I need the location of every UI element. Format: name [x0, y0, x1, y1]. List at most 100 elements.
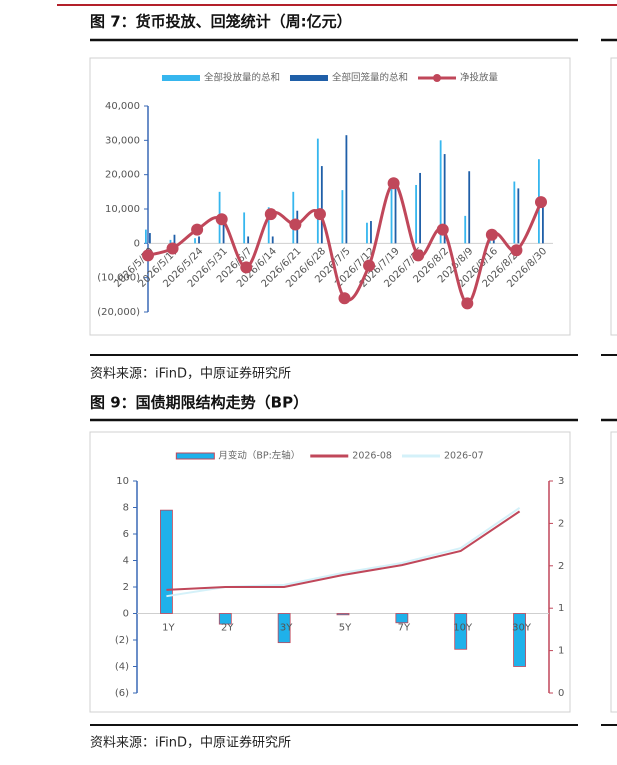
point	[264, 208, 277, 221]
bar	[292, 191, 295, 244]
chart-frame	[610, 431, 617, 713]
bar	[439, 140, 442, 244]
bar	[243, 212, 246, 244]
figure-title: 图 9：国债期限结构走势（BP）	[90, 394, 308, 412]
y-tick-label: (6)	[115, 688, 129, 699]
source: 资料来源：iFinD，中原证券研究所	[90, 366, 291, 382]
bar	[345, 135, 348, 244]
figure-title: 图 7：货币投放、回笼统计（周:亿元）	[90, 13, 352, 31]
bar	[390, 184, 393, 244]
bar	[366, 222, 368, 244]
bar	[419, 172, 421, 244]
bar	[149, 233, 151, 244]
bar	[173, 234, 176, 244]
bar	[271, 236, 274, 244]
legend-label: 全部投放量的总和	[204, 72, 280, 84]
x-tick-label: 7Y	[398, 623, 411, 634]
y-tick-label: 0	[134, 238, 140, 249]
y2-tick-label: 2	[558, 518, 564, 529]
bar	[160, 509, 173, 614]
bar	[492, 239, 495, 244]
point	[338, 292, 351, 305]
legend-swatch	[175, 452, 215, 460]
y-tick-label: (4)	[115, 662, 129, 673]
bar	[267, 207, 270, 244]
bar	[415, 184, 417, 244]
chart-frame	[610, 57, 617, 336]
bar	[341, 190, 344, 244]
legend-swatch	[289, 75, 328, 81]
y2-tick-label: 0	[558, 688, 564, 699]
line	[166, 510, 521, 591]
chart-frame	[89, 57, 571, 336]
bar	[247, 236, 250, 244]
y-tick-label: 4	[123, 556, 129, 567]
legend-label: 2026-07	[444, 451, 484, 462]
bar	[395, 613, 409, 624]
point	[387, 177, 400, 190]
bar	[218, 613, 232, 625]
x-tick-label: 2Y	[221, 623, 234, 634]
point	[510, 244, 523, 257]
bar	[517, 188, 520, 244]
point	[436, 223, 449, 236]
legend-label: 净投放量	[460, 72, 499, 84]
bar	[336, 613, 350, 616]
bar	[320, 166, 323, 244]
legend: 全部投放量的总和 全部回笼量的总和 净投放量	[161, 72, 499, 84]
legend-label: 2026-08	[352, 451, 392, 462]
bar	[468, 171, 471, 244]
bar	[194, 238, 196, 244]
bar	[443, 154, 446, 244]
x-tick-label: 10Y	[453, 623, 473, 634]
y-tick-label: 10	[116, 476, 129, 487]
chart-frame	[89, 431, 571, 713]
point	[412, 249, 425, 262]
bar	[394, 184, 397, 244]
bar	[542, 205, 544, 244]
x-tick-label: 1Y	[162, 623, 175, 634]
bar	[513, 181, 516, 244]
y-tick-label: (2)	[115, 635, 129, 646]
y-tick-label: 0	[123, 609, 129, 620]
y-tick-label: (20,000)	[97, 307, 140, 318]
bar	[316, 138, 319, 244]
point	[166, 242, 179, 255]
point	[191, 223, 204, 236]
point	[289, 218, 302, 231]
x-tick-label: 30Y	[512, 623, 532, 634]
bar	[222, 215, 225, 244]
point	[313, 208, 326, 221]
point	[142, 249, 154, 262]
bar	[169, 239, 172, 244]
legend-swatch	[161, 75, 200, 81]
point	[535, 196, 547, 209]
y-tick-label: 10,000	[105, 204, 140, 215]
y2-tick-label: 1	[558, 646, 564, 657]
bar	[370, 221, 372, 244]
source: 资料来源：iFinD，中原证券研究所	[90, 735, 291, 751]
y-tick-label: 40,000	[105, 101, 140, 112]
legend-swatch	[433, 74, 442, 82]
y2-tick-label: 1	[558, 603, 564, 614]
point	[363, 259, 376, 272]
point	[215, 213, 228, 226]
y2-tick-label: 3	[558, 476, 564, 487]
point	[485, 228, 498, 241]
legend-label: 全部回笼量的总和	[332, 72, 408, 84]
point	[240, 261, 253, 274]
bar	[277, 613, 291, 644]
y-tick-label: 8	[123, 503, 129, 514]
legend: 月变动（BP:左轴） 2026-08 2026-07	[175, 450, 484, 462]
x-tick-label: 5Y	[339, 623, 352, 634]
point	[461, 297, 474, 310]
bar	[145, 229, 147, 244]
y-tick-label: 6	[123, 529, 129, 540]
y2-tick-label: 2	[558, 561, 564, 572]
y-tick-label: 2	[123, 582, 129, 593]
line	[166, 507, 521, 598]
bar	[198, 236, 200, 244]
y-tick-label: 30,000	[105, 135, 140, 146]
x-tick-label: 3Y	[280, 623, 293, 634]
